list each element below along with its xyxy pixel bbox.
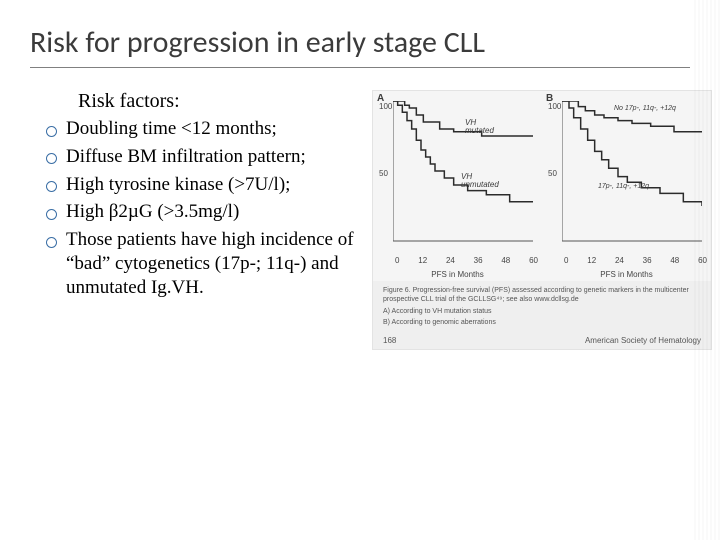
xtick: 36	[474, 256, 483, 265]
figure-footer: 168 American Society of Hematology	[383, 336, 701, 345]
ytick: 100	[548, 102, 561, 111]
label-text: 17p-, 11q-, +12q	[598, 183, 649, 190]
label-text: unmutated	[461, 180, 499, 189]
panel-b-xlabel: PFS in Months	[542, 270, 711, 279]
figure-caption-main: Figure 6. Progression-free survival (PFS…	[383, 287, 701, 305]
panel-b: B 100 50 No 17p-, 11q-, +12q	[542, 91, 711, 281]
list-item: Diffuse BM infiltration pattern;	[46, 145, 360, 169]
pfs-figure: A 100 50 VH mutated	[372, 90, 712, 350]
xtick: 12	[587, 256, 596, 265]
slide: Risk for progression in early stage CLL …	[0, 0, 720, 540]
panel-a-xticks: 0 12 24 36 48 60	[395, 256, 538, 265]
ytick: 50	[548, 169, 557, 178]
panel-b-xticks: 0 12 24 36 48 60	[564, 256, 707, 265]
figure-caption-b: B) According to genomic aberrations	[383, 319, 701, 328]
list-item: Those patients have high incidence of “b…	[46, 228, 360, 299]
figure-panels: A 100 50 VH mutated	[373, 91, 711, 281]
curve-label-vh-unmutated: VH unmutated	[461, 173, 499, 189]
label-text: mutated	[465, 126, 494, 135]
curve-vh-mutated	[393, 101, 533, 136]
curve-label-vh-mutated: VH mutated	[465, 119, 494, 135]
content-row: Risk factors: Doubling time <12 months; …	[30, 90, 690, 350]
panel-a-xlabel: PFS in Months	[373, 270, 542, 279]
list-item: High tyrosine kinase (>7U/l);	[46, 173, 360, 197]
xtick: 48	[670, 256, 679, 265]
panel-b-chart	[562, 101, 702, 251]
page-title: Risk for progression in early stage CLL	[30, 24, 690, 68]
right-column: A 100 50 VH mutated	[372, 90, 712, 350]
left-column: Risk factors: Doubling time <12 months; …	[30, 90, 360, 350]
xtick: 0	[564, 256, 568, 265]
ytick: 50	[379, 169, 388, 178]
xtick: 24	[446, 256, 455, 265]
risk-factors-heading: Risk factors:	[78, 90, 360, 113]
curve-label-no-aberrations: No 17p-, 11q-, +12q	[614, 105, 676, 112]
xtick: 36	[643, 256, 652, 265]
xtick: 24	[615, 256, 624, 265]
figure-caption-a: A) According to VH mutation status	[383, 308, 701, 317]
xtick: 48	[501, 256, 510, 265]
xtick: 12	[418, 256, 427, 265]
xtick: 0	[395, 256, 399, 265]
ytick: 100	[379, 102, 392, 111]
label-text: No 17p-, 11q-, +12q	[614, 105, 676, 112]
xtick: 60	[698, 256, 707, 265]
list-item: High β2µG (>3.5mg/l)	[46, 200, 360, 224]
figure-page-number: 168	[383, 336, 396, 345]
risk-factors-list: Doubling time <12 months; Diffuse BM inf…	[30, 117, 360, 299]
figure-source: American Society of Hematology	[585, 336, 701, 345]
figure-caption-area: Figure 6. Progression-free survival (PFS…	[373, 281, 711, 335]
list-item: Doubling time <12 months;	[46, 117, 360, 141]
xtick: 60	[529, 256, 538, 265]
panel-a: A 100 50 VH mutated	[373, 91, 542, 281]
curve-aberrations	[562, 101, 702, 206]
curve-label-aberrations: 17p-, 11q-, +12q	[598, 183, 649, 190]
